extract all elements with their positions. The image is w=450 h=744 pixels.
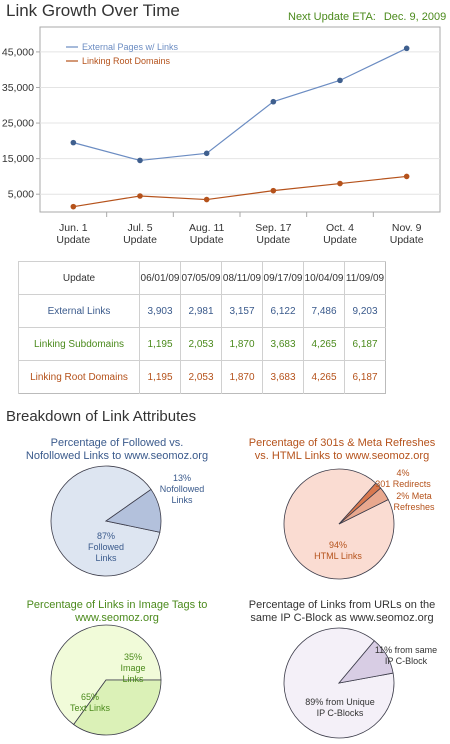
x-tick-label: Jul. 5 Update bbox=[123, 222, 157, 246]
table-cell: 2,981 bbox=[180, 294, 222, 328]
x-tick-label: Nov. 9 Update bbox=[390, 222, 424, 246]
table-cell: 1,195 bbox=[139, 360, 181, 394]
pie-followed-vs-nofollowed bbox=[50, 465, 162, 577]
pie-slice bbox=[105, 488, 162, 533]
pie-title: Percentage of Links in Image Tags to www… bbox=[26, 599, 208, 624]
pie-slice bbox=[337, 640, 394, 684]
y-tick-label: 5,000 bbox=[8, 189, 34, 201]
eta-label: Next Update ETA: bbox=[288, 11, 376, 23]
table-cell: 4,265 bbox=[303, 327, 345, 361]
data-point bbox=[203, 150, 210, 157]
table-row-label: Linking Root Domains bbox=[18, 360, 140, 394]
pie-slice-label: 35% Image Links bbox=[120, 652, 146, 684]
table-cell: 1,870 bbox=[221, 327, 263, 361]
pie-ip-c-block bbox=[283, 627, 395, 739]
table-header-cell: 10/04/09 bbox=[303, 261, 345, 295]
data-point bbox=[70, 139, 77, 146]
table-cell: 1,870 bbox=[221, 360, 263, 394]
table-header-cell: 07/05/09 bbox=[180, 261, 222, 295]
pie-image-tags bbox=[50, 624, 162, 736]
eta-date: Dec. 9, 2009 bbox=[383, 11, 447, 23]
series-line bbox=[73, 175, 407, 208]
table-cell: 6,187 bbox=[344, 327, 386, 361]
pie-redirects-vs-html bbox=[283, 468, 395, 580]
pie-slice-label: 11% from same IP C-Block bbox=[374, 645, 438, 666]
pie-slice bbox=[338, 482, 382, 525]
data-point bbox=[203, 196, 210, 203]
table-cell: 3,683 bbox=[262, 360, 304, 394]
link-growth-table: Update 06/01/09 07/05/09 08/11/09 09/17/… bbox=[18, 261, 386, 394]
data-point bbox=[337, 180, 343, 187]
legend-entry: External Pages w/ Links bbox=[82, 42, 179, 52]
data-point bbox=[270, 187, 277, 194]
table-header-cell: 09/17/09 bbox=[262, 261, 304, 295]
table-cell: 7,486 bbox=[303, 294, 345, 328]
data-point bbox=[137, 157, 143, 164]
data-point bbox=[270, 98, 277, 105]
table-header-cell: 11/09/09 bbox=[344, 261, 386, 295]
x-tick-label: Oct. 4 Update bbox=[323, 222, 357, 246]
table-cell: 3,683 bbox=[262, 327, 304, 361]
pie-slice-label: 89% from Unique IP C-Blocks bbox=[305, 697, 375, 718]
table-header-cell: 08/11/09 bbox=[221, 261, 263, 295]
data-point bbox=[403, 45, 410, 52]
table-cell: 9,203 bbox=[344, 294, 386, 328]
pie-title: Percentage of 301s & Meta Refreshes vs. … bbox=[248, 437, 436, 462]
table-cell: 3,157 bbox=[221, 294, 263, 328]
table-header-row: Update 06/01/09 07/05/09 08/11/09 09/17/… bbox=[18, 261, 386, 295]
next-update-eta: Next Update ETA: Dec. 9, 2009 bbox=[288, 11, 446, 23]
data-point bbox=[70, 203, 77, 210]
table-row-linking-subdomains: Linking Subdomains 1,195 2,053 1,870 3,6… bbox=[18, 327, 386, 361]
data-point bbox=[337, 77, 343, 84]
x-tick-label: Aug. 11 Update bbox=[189, 222, 225, 246]
table-row-linking-root-domains: Linking Root Domains 1,195 2,053 1,870 3… bbox=[18, 360, 386, 394]
data-point bbox=[403, 173, 410, 180]
legend-entry: Linking Root Domains bbox=[82, 56, 171, 66]
table-cell: 3,903 bbox=[139, 294, 181, 328]
table-row-label: Linking Subdomains bbox=[18, 327, 140, 361]
pie-slice-label: 65% Text Links bbox=[69, 692, 111, 713]
pie-slice-label: 13% Nofollowed Links bbox=[159, 473, 205, 505]
page-title: Link Growth Over Time bbox=[6, 1, 180, 20]
table-cell: 2,053 bbox=[180, 327, 222, 361]
table-cell: 6,187 bbox=[344, 360, 386, 394]
table-header-cell: Update bbox=[18, 261, 140, 295]
table-cell: 6,122 bbox=[262, 294, 304, 328]
breakdown-title: Breakdown of Link Attributes bbox=[6, 408, 197, 425]
pie-slice-label: 87% Followed Links bbox=[87, 531, 125, 563]
table-row-external-links: External Links 3,903 2,981 3,157 6,122 7… bbox=[18, 294, 386, 328]
pie-slice-label: 94% HTML Links bbox=[314, 540, 362, 561]
series-line bbox=[73, 47, 407, 162]
x-tick-label: Sep. 17 Update bbox=[255, 222, 291, 246]
plot-area bbox=[39, 26, 441, 213]
table-row-label: External Links bbox=[18, 294, 140, 328]
table-cell: 4,265 bbox=[303, 360, 345, 394]
y-tick-label: 15,000 bbox=[2, 153, 34, 165]
pie-slice-label: 2% Meta Refreshes bbox=[393, 491, 435, 512]
table-cell: 2,053 bbox=[180, 360, 222, 394]
pie-slice bbox=[50, 624, 162, 726]
pie-title: Percentage of Followed vs. Nofollowed Li… bbox=[25, 437, 209, 462]
y-tick-label: 35,000 bbox=[2, 82, 34, 94]
data-point bbox=[137, 193, 143, 199]
table-header-cell: 06/01/09 bbox=[139, 261, 181, 295]
pie-slice bbox=[73, 679, 162, 736]
pie-title: Percentage of Links from URLs on the sam… bbox=[248, 599, 436, 624]
y-tick-label: 25,000 bbox=[2, 118, 34, 130]
pie-slice-label: 4% 301 Redirects bbox=[375, 468, 431, 489]
y-tick-label: 45,000 bbox=[2, 46, 34, 58]
x-tick-label: Jun. 1 Update bbox=[56, 222, 90, 246]
link-growth-line-chart: 5,000 15,000 25,000 35,000 45,000 Jun. 1 Updat… bbox=[2, 26, 441, 246]
table-cell: 1,195 bbox=[139, 327, 181, 361]
